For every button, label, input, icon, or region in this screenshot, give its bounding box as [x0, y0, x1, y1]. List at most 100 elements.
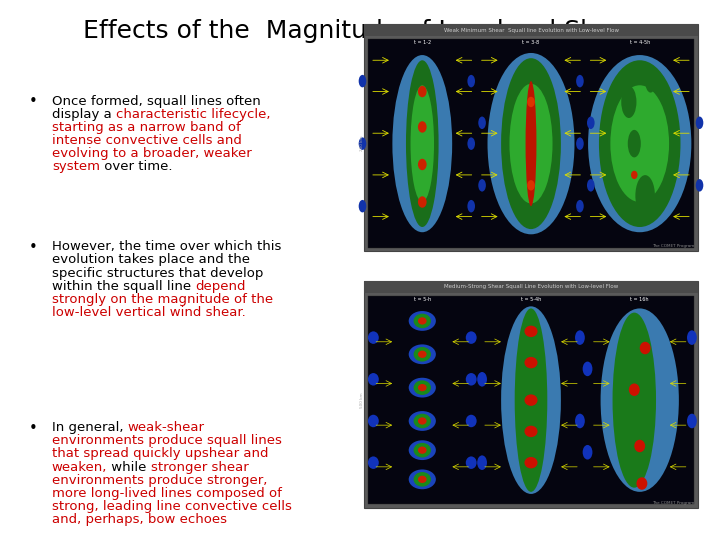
- Text: Medium-Strong Shear Squall Line Evolution with Low-level Flow: Medium-Strong Shear Squall Line Evolutio…: [444, 284, 618, 289]
- Ellipse shape: [418, 122, 427, 133]
- Ellipse shape: [526, 81, 536, 206]
- Text: while: while: [107, 461, 151, 474]
- Ellipse shape: [409, 440, 436, 460]
- Ellipse shape: [582, 362, 593, 376]
- Ellipse shape: [418, 159, 427, 170]
- Ellipse shape: [478, 117, 486, 129]
- Ellipse shape: [413, 314, 431, 328]
- Ellipse shape: [611, 85, 669, 202]
- Ellipse shape: [413, 380, 431, 395]
- Ellipse shape: [359, 75, 366, 87]
- Ellipse shape: [466, 456, 477, 469]
- Text: t = 5-h: t = 5-h: [414, 297, 431, 302]
- Text: Weak Minimum Shear  Squall line Evolution with Low-level Flow: Weak Minimum Shear Squall line Evolution…: [444, 28, 618, 33]
- Text: over time.: over time.: [100, 160, 172, 173]
- Ellipse shape: [466, 373, 477, 386]
- Ellipse shape: [467, 137, 475, 150]
- Ellipse shape: [515, 308, 547, 492]
- FancyBboxPatch shape: [368, 39, 694, 248]
- Ellipse shape: [418, 476, 427, 483]
- Ellipse shape: [467, 75, 475, 87]
- Ellipse shape: [687, 330, 697, 345]
- Ellipse shape: [368, 415, 379, 427]
- Text: The COMET Program: The COMET Program: [652, 245, 695, 248]
- Ellipse shape: [368, 332, 379, 344]
- Text: evolving to a broader, weaker: evolving to a broader, weaker: [52, 147, 251, 160]
- Text: characteristic lifecycle,: characteristic lifecycle,: [116, 107, 270, 120]
- Ellipse shape: [576, 200, 584, 212]
- Ellipse shape: [587, 117, 595, 129]
- Text: that spread quickly upshear and: that spread quickly upshear and: [52, 448, 269, 461]
- Ellipse shape: [466, 332, 477, 344]
- Ellipse shape: [359, 137, 366, 150]
- Text: weak-shear: weak-shear: [127, 421, 204, 434]
- Text: depend: depend: [195, 280, 246, 293]
- Ellipse shape: [418, 196, 427, 208]
- Ellipse shape: [368, 456, 379, 469]
- Ellipse shape: [631, 171, 637, 179]
- Ellipse shape: [510, 84, 552, 204]
- Text: stronger shear: stronger shear: [151, 461, 248, 474]
- Ellipse shape: [478, 179, 486, 192]
- Ellipse shape: [645, 70, 656, 92]
- Ellipse shape: [687, 414, 697, 428]
- FancyBboxPatch shape: [364, 281, 698, 508]
- Ellipse shape: [409, 469, 436, 489]
- Text: environments produce squall lines: environments produce squall lines: [52, 434, 282, 447]
- Ellipse shape: [410, 85, 434, 202]
- Text: Effects of the  Magnitude of Low-level Shear: Effects of the Magnitude of Low-level Sh…: [83, 19, 637, 43]
- Ellipse shape: [587, 179, 595, 192]
- Ellipse shape: [487, 53, 575, 234]
- Text: more long-lived lines composed of: more long-lived lines composed of: [52, 487, 282, 500]
- Ellipse shape: [696, 179, 703, 192]
- Text: 200 km: 200 km: [360, 136, 364, 151]
- Ellipse shape: [409, 345, 436, 364]
- FancyBboxPatch shape: [364, 24, 698, 36]
- Text: within the squall line: within the squall line: [52, 280, 195, 293]
- Ellipse shape: [477, 372, 487, 387]
- Text: weaken,: weaken,: [52, 461, 107, 474]
- Text: 500 km: 500 km: [360, 393, 364, 408]
- Ellipse shape: [635, 175, 655, 217]
- Text: •: •: [29, 240, 37, 255]
- Ellipse shape: [582, 445, 593, 460]
- Ellipse shape: [418, 447, 427, 454]
- Ellipse shape: [599, 60, 680, 227]
- Ellipse shape: [359, 200, 366, 212]
- Ellipse shape: [409, 378, 436, 397]
- FancyBboxPatch shape: [368, 296, 694, 504]
- Text: t = 16h: t = 16h: [631, 297, 649, 302]
- FancyBboxPatch shape: [364, 24, 698, 251]
- Ellipse shape: [524, 457, 538, 468]
- Ellipse shape: [621, 86, 636, 118]
- Ellipse shape: [477, 455, 487, 470]
- Ellipse shape: [413, 347, 431, 362]
- Ellipse shape: [501, 306, 561, 494]
- Ellipse shape: [696, 117, 703, 129]
- Text: intense convective cells and: intense convective cells and: [52, 134, 242, 147]
- Text: t = 4-5h: t = 4-5h: [629, 40, 650, 45]
- Text: t = 1-2: t = 1-2: [414, 40, 431, 45]
- Ellipse shape: [636, 477, 647, 490]
- Ellipse shape: [628, 130, 641, 157]
- Ellipse shape: [527, 180, 535, 191]
- Ellipse shape: [368, 373, 379, 386]
- Ellipse shape: [418, 350, 427, 358]
- Ellipse shape: [392, 55, 452, 232]
- Ellipse shape: [575, 330, 585, 345]
- Text: strong, leading line convective cells: strong, leading line convective cells: [52, 500, 292, 513]
- Ellipse shape: [467, 200, 475, 212]
- Ellipse shape: [639, 342, 651, 354]
- Ellipse shape: [524, 394, 538, 406]
- Ellipse shape: [524, 426, 538, 437]
- Text: t = 5-4h: t = 5-4h: [521, 297, 541, 302]
- FancyBboxPatch shape: [364, 281, 698, 293]
- Ellipse shape: [527, 97, 535, 107]
- Ellipse shape: [600, 308, 679, 492]
- Ellipse shape: [629, 383, 640, 396]
- Ellipse shape: [576, 137, 584, 150]
- Text: and, perhaps, bow echoes: and, perhaps, bow echoes: [52, 513, 227, 526]
- Text: •: •: [29, 94, 37, 110]
- Text: Once formed, squall lines often: Once formed, squall lines often: [52, 94, 261, 107]
- Text: •: •: [29, 421, 37, 436]
